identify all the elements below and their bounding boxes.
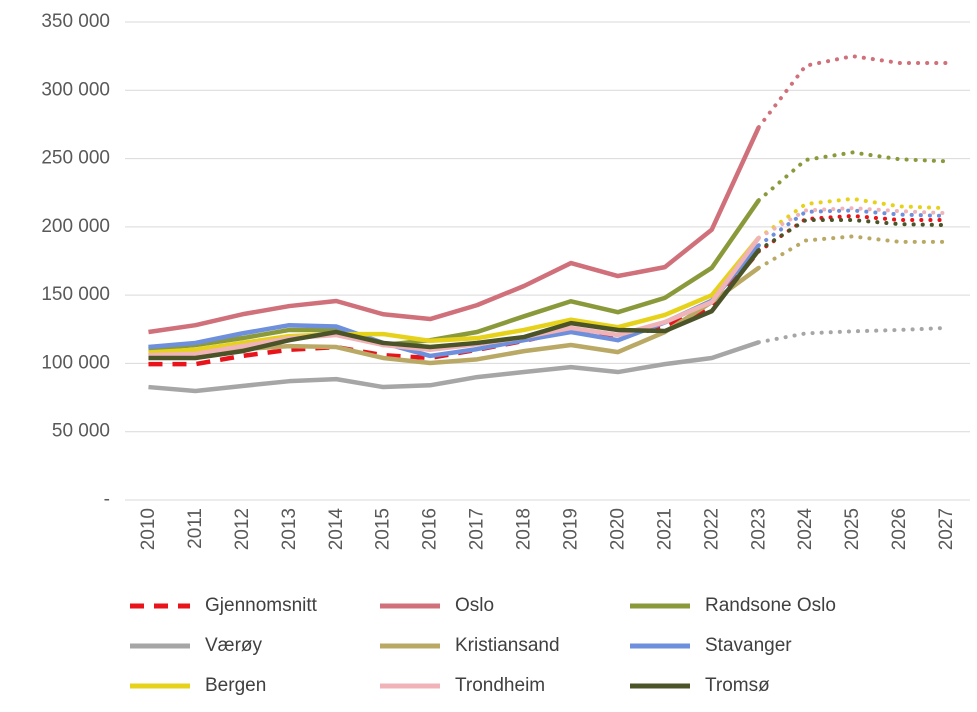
x-tick-label: 2026	[889, 508, 910, 550]
series-line-dotted	[756, 325, 949, 345]
y-tick-label: 200 000	[41, 216, 110, 237]
x-tick-label: 2018	[514, 508, 535, 550]
x-tick-label: 2025	[842, 508, 863, 550]
legend-label: Værøy	[205, 635, 263, 656]
series-line-dotted	[756, 206, 949, 240]
x-tick-label: 2017	[467, 508, 488, 550]
x-tick-label: 2023	[748, 508, 769, 550]
legend-label: Stavanger	[705, 635, 792, 656]
x-tick-label: 2022	[701, 508, 722, 550]
series-line-dotted	[756, 54, 949, 130]
series-line-dotted	[756, 150, 949, 203]
series-line	[148, 198, 761, 352]
legend-label: Bergen	[205, 675, 266, 696]
series-line	[148, 236, 761, 355]
y-tick-label: 150 000	[41, 284, 110, 305]
x-tick-label: 2010	[138, 508, 159, 550]
x-tick-label: 2021	[654, 508, 675, 550]
series-line	[148, 340, 760, 394]
x-tick-label: 2020	[607, 508, 628, 550]
x-tick-label: 2014	[326, 508, 347, 551]
legend-label: Oslo	[455, 595, 494, 616]
y-tick-label: 300 000	[41, 79, 110, 100]
legend-label: Randsone Oslo	[705, 595, 836, 616]
y-tick-label: 350 000	[41, 11, 110, 32]
x-tick-label: 2027	[936, 508, 957, 550]
y-tick-label: 250 000	[41, 148, 110, 169]
series-line-dotted	[756, 196, 949, 240]
x-tick-label: 2012	[232, 508, 253, 550]
series-line	[148, 126, 761, 335]
legend-label: Gjennomsnitt	[205, 595, 318, 616]
legend-label: Kristiansand	[455, 635, 560, 656]
series-line-dotted	[756, 213, 949, 254]
legend-label: Trondheim	[455, 675, 545, 696]
legend-label: Tromsø	[705, 675, 770, 696]
series-line-dotted	[756, 208, 949, 248]
x-tick-label: 2016	[420, 508, 441, 550]
x-tick-label: 2011	[185, 508, 206, 549]
x-tick-label: 2024	[795, 508, 816, 551]
y-tick-label: 100 000	[41, 352, 110, 373]
x-tick-label: 2015	[373, 508, 394, 550]
x-tick-label: 2013	[279, 508, 300, 550]
y-tick-label: 50 000	[52, 421, 110, 442]
y-tick-label: -	[104, 489, 110, 510]
series-line-dotted	[756, 234, 949, 270]
series-line-dotted	[756, 218, 949, 253]
x-tick-label: 2019	[560, 508, 581, 550]
series-line	[148, 248, 761, 361]
